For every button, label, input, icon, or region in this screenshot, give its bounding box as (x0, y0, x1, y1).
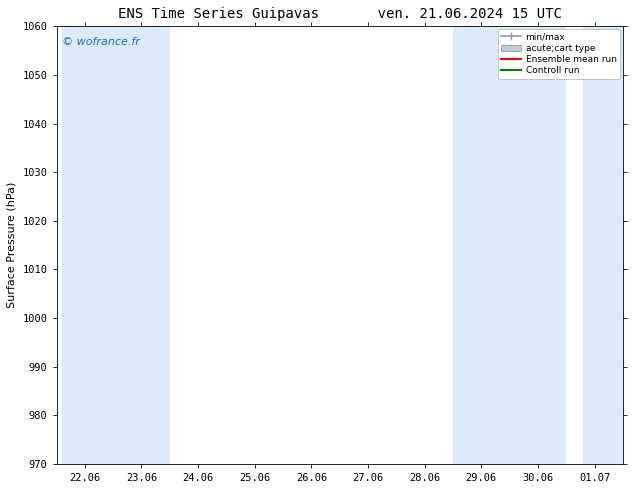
Bar (113, 26, 170, 464)
Bar (62, 26, 113, 464)
Legend: min/max, acute;cart type, Ensemble mean run, Controll run: min/max, acute;cart type, Ensemble mean … (498, 29, 620, 79)
Bar (583, 26, 634, 464)
Bar (453, 26, 510, 464)
Title: ENS Time Series Guipavas       ven. 21.06.2024 15 UTC: ENS Time Series Guipavas ven. 21.06.2024… (118, 7, 562, 21)
Bar (510, 26, 566, 464)
Y-axis label: Surface Pressure (hPa): Surface Pressure (hPa) (7, 182, 17, 308)
Text: © wofrance.fr: © wofrance.fr (62, 37, 140, 47)
